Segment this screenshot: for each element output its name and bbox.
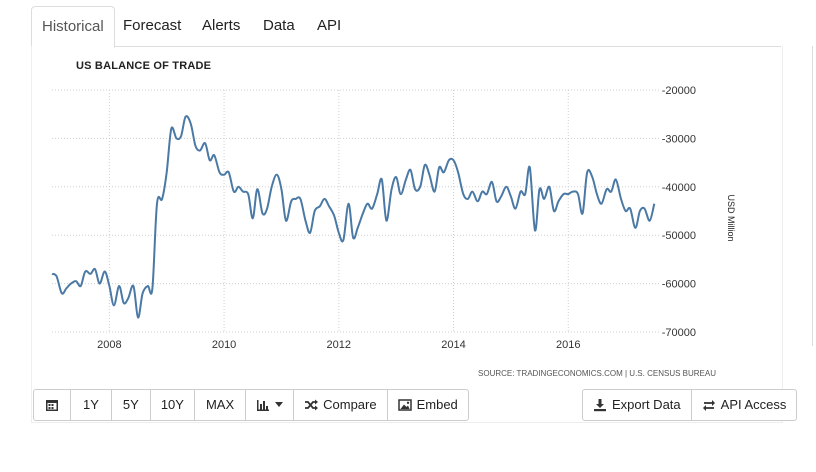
y-axis: -20000 -30000 -40000 -50000 -60000 -70000 bbox=[662, 85, 696, 339]
divider bbox=[812, 46, 813, 346]
chevron-down-icon bbox=[275, 402, 284, 407]
range-5y-button[interactable]: 5Y bbox=[110, 390, 150, 420]
image-icon bbox=[397, 399, 412, 411]
calendar-button[interactable] bbox=[34, 390, 70, 420]
chart-title: US BALANCE OF TRADE bbox=[76, 60, 211, 72]
tab-bar: Historical Forecast Alerts Data API bbox=[31, 6, 781, 48]
compare-label: Compare bbox=[323, 397, 377, 412]
export-data-button[interactable]: Export Data bbox=[583, 390, 691, 420]
tab-forecast[interactable]: Forecast bbox=[123, 17, 182, 34]
x-tick-label: 2016 bbox=[556, 339, 580, 351]
exchange-icon bbox=[702, 400, 715, 411]
calendar-icon bbox=[46, 400, 58, 411]
trade-balance-chart: US BALANCE OF TRADE 2008 2010 2012 2014 2016… bbox=[51, 60, 736, 378]
range-max-button[interactable]: MAX bbox=[193, 390, 245, 420]
range-toolbar: 1Y 5Y 10Y MAX Compare Embed bbox=[33, 389, 469, 421]
x-tick-label: 2008 bbox=[97, 339, 121, 351]
range-1y-button[interactable]: 1Y bbox=[70, 390, 111, 420]
chart-panel bbox=[31, 46, 783, 423]
tab-historical[interactable]: Historical bbox=[31, 6, 115, 48]
tab-alerts[interactable]: Alerts bbox=[202, 17, 241, 34]
y-axis-label: USD Million bbox=[726, 194, 736, 241]
y-tick-label: -30000 bbox=[662, 133, 696, 145]
api-access-label: API Access bbox=[720, 397, 787, 412]
range-10y-button[interactable]: 10Y bbox=[149, 390, 194, 420]
chart-grid bbox=[52, 89, 660, 333]
x-tick-label: 2014 bbox=[441, 339, 465, 351]
source-note: SOURCE: TRADINGECONOMICS.COM | U.S. CENS… bbox=[478, 369, 716, 378]
export-data-label: Export Data bbox=[612, 397, 681, 412]
y-tick-label: -40000 bbox=[662, 182, 696, 194]
compare-button[interactable]: Compare bbox=[293, 390, 386, 420]
chart-type-button[interactable] bbox=[245, 390, 293, 420]
embed-label: Embed bbox=[416, 397, 458, 412]
embed-button[interactable]: Embed bbox=[386, 390, 468, 420]
shuffle-icon bbox=[305, 399, 319, 411]
x-tick-label: 2012 bbox=[327, 339, 351, 351]
y-tick-label: -70000 bbox=[662, 327, 696, 339]
y-tick-label: -60000 bbox=[662, 279, 696, 291]
y-tick-label: -20000 bbox=[662, 85, 696, 97]
tab-api[interactable]: API bbox=[317, 17, 342, 34]
x-axis: 2008 2010 2012 2014 2016 bbox=[97, 339, 580, 351]
x-tick-label: 2010 bbox=[212, 339, 236, 351]
download-icon bbox=[594, 399, 606, 412]
tab-data[interactable]: Data bbox=[263, 17, 295, 34]
export-toolbar: Export Data API Access bbox=[582, 389, 798, 421]
y-tick-label: -50000 bbox=[662, 230, 696, 242]
series-line bbox=[51, 115, 656, 319]
bar-chart-icon bbox=[257, 400, 270, 411]
api-access-button[interactable]: API Access bbox=[690, 390, 797, 420]
